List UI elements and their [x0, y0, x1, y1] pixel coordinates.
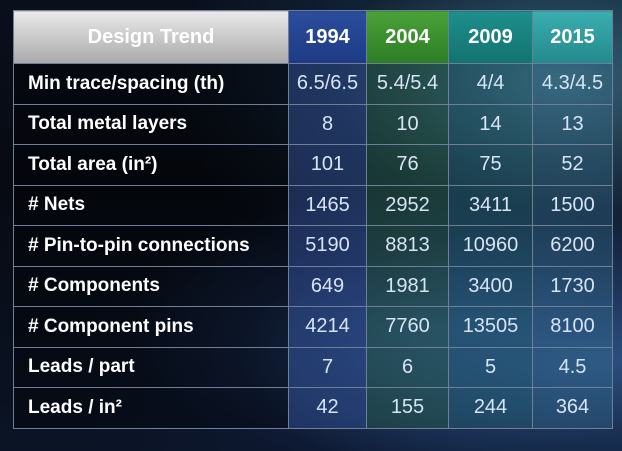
cell-total-area-2015: 52	[532, 144, 613, 186]
header-year-2015: 2015	[532, 10, 613, 64]
cell-leads-per-part-2004: 6	[366, 346, 449, 388]
row-label-total-area: Total area (in²)	[13, 144, 289, 186]
cell-total-area-2004: 76	[366, 144, 449, 186]
cell-components-2004: 1981	[366, 265, 449, 307]
table-row: # Components 649 1981 3400 1730	[13, 265, 613, 307]
table-header-row: Design Trend 1994 2004 2009 2015	[13, 10, 613, 64]
cell-leads-per-area-2015: 364	[532, 387, 613, 429]
table-row: # Nets 1465 2952 3411 1500	[13, 184, 613, 226]
cell-leads-per-part-2015: 4.5	[532, 346, 613, 388]
design-trend-table: Design Trend 1994 2004 2009 2015 Min tra…	[13, 10, 613, 429]
table-row: Min trace/spacing (th) 6.5/6.5 5.4/5.4 4…	[13, 63, 613, 105]
table-row: Total area (in²) 101 76 75 52	[13, 144, 613, 186]
row-label-leads-per-part: Leads / part	[13, 346, 289, 388]
cell-leads-per-area-1994: 42	[288, 387, 367, 429]
cell-pin-to-pin-2015: 6200	[532, 225, 613, 267]
cell-leads-per-part-1994: 7	[288, 346, 367, 388]
row-label-min-trace: Min trace/spacing (th)	[13, 63, 289, 105]
cell-nets-1994: 1465	[288, 184, 367, 226]
cell-pin-to-pin-2009: 10960	[448, 225, 533, 267]
header-year-1994: 1994	[288, 10, 367, 64]
row-label-nets: # Nets	[13, 184, 289, 226]
cell-pin-to-pin-2004: 8813	[366, 225, 449, 267]
header-year-2009: 2009	[448, 10, 533, 64]
cell-components-1994: 649	[288, 265, 367, 307]
header-year-2004: 2004	[366, 10, 449, 64]
header-design-trend: Design Trend	[13, 10, 289, 64]
row-label-component-pins: # Component pins	[13, 306, 289, 348]
cell-components-2015: 1730	[532, 265, 613, 307]
cell-total-area-2009: 75	[448, 144, 533, 186]
cell-metal-layers-1994: 8	[288, 103, 367, 145]
table-row: Total metal layers 8 10 14 13	[13, 103, 613, 145]
table-row: # Component pins 4214 7760 13505 8100	[13, 306, 613, 348]
cell-metal-layers-2004: 10	[366, 103, 449, 145]
cell-leads-per-area-2009: 244	[448, 387, 533, 429]
cell-nets-2015: 1500	[532, 184, 613, 226]
cell-metal-layers-2009: 14	[448, 103, 533, 145]
cell-min-trace-1994: 6.5/6.5	[288, 63, 367, 105]
cell-min-trace-2004: 5.4/5.4	[366, 63, 449, 105]
table-row: Leads / in² 42 155 244 364	[13, 387, 613, 429]
row-label-components: # Components	[13, 265, 289, 307]
cell-nets-2004: 2952	[366, 184, 449, 226]
cell-metal-layers-2015: 13	[532, 103, 613, 145]
cell-leads-per-part-2009: 5	[448, 346, 533, 388]
cell-component-pins-2004: 7760	[366, 306, 449, 348]
cell-nets-2009: 3411	[448, 184, 533, 226]
table-row: # Pin-to-pin connections 5190 8813 10960…	[13, 225, 613, 267]
cell-components-2009: 3400	[448, 265, 533, 307]
row-label-metal-layers: Total metal layers	[13, 103, 289, 145]
cell-leads-per-area-2004: 155	[366, 387, 449, 429]
cell-component-pins-1994: 4214	[288, 306, 367, 348]
cell-component-pins-2015: 8100	[532, 306, 613, 348]
cell-pin-to-pin-1994: 5190	[288, 225, 367, 267]
table-row: Leads / part 7 6 5 4.5	[13, 346, 613, 388]
cell-min-trace-2015: 4.3/4.5	[532, 63, 613, 105]
cell-min-trace-2009: 4/4	[448, 63, 533, 105]
row-label-leads-per-area: Leads / in²	[13, 387, 289, 429]
row-label-pin-to-pin: # Pin-to-pin connections	[13, 225, 289, 267]
cell-component-pins-2009: 13505	[448, 306, 533, 348]
cell-total-area-1994: 101	[288, 144, 367, 186]
